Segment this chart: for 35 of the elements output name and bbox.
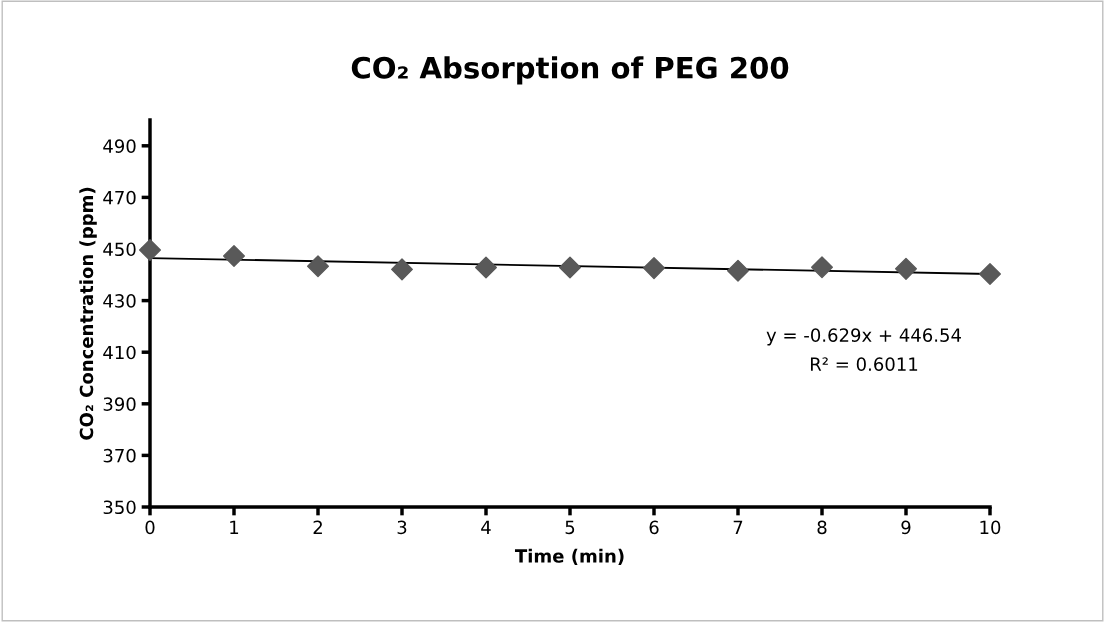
point [475,256,497,279]
annotation: y = -0.629x + 446.54 [766,328,961,346]
x-axis-title: Time (min) [514,548,624,565]
y-tick-label: 410 [103,345,136,360]
y-tick-label: 490 [103,139,136,153]
point [895,257,917,280]
x-tick-label: 2 [313,520,322,534]
y-tick-label: 450 [103,242,136,257]
point [727,259,749,282]
chart-title: CO₂ Absorption of PEG 200 [351,56,789,85]
y-tick-label: 350 [103,500,136,515]
point [223,244,245,267]
x-tick-label: 4 [481,520,491,534]
y-tick-label: 390 [103,397,136,411]
point [979,263,1001,286]
point [643,257,665,280]
point [811,256,833,279]
x-tick-label: 8 [817,520,827,535]
x-tick-label: 10 [980,520,1001,535]
x-tick-label: 7 [733,520,743,534]
y-axis-title: CO₂ Concentration (ppm) [79,187,97,440]
y-tick-label: 370 [103,448,136,463]
point [307,255,329,278]
x-tick-label: 0 [145,520,155,535]
y-tick-label: 430 [103,294,136,308]
point [559,256,581,279]
point [139,239,161,262]
x-tick-label: 1 [230,520,239,534]
x-tick-label: 3 [397,520,407,535]
x-tick-label: 9 [901,520,911,535]
x-tick-label: 6 [649,520,659,535]
x-tick-label: 5 [565,520,575,535]
annotation: R² = 0.6011 [810,357,918,371]
point [391,258,413,281]
y-tick-label: 470 [103,190,136,205]
